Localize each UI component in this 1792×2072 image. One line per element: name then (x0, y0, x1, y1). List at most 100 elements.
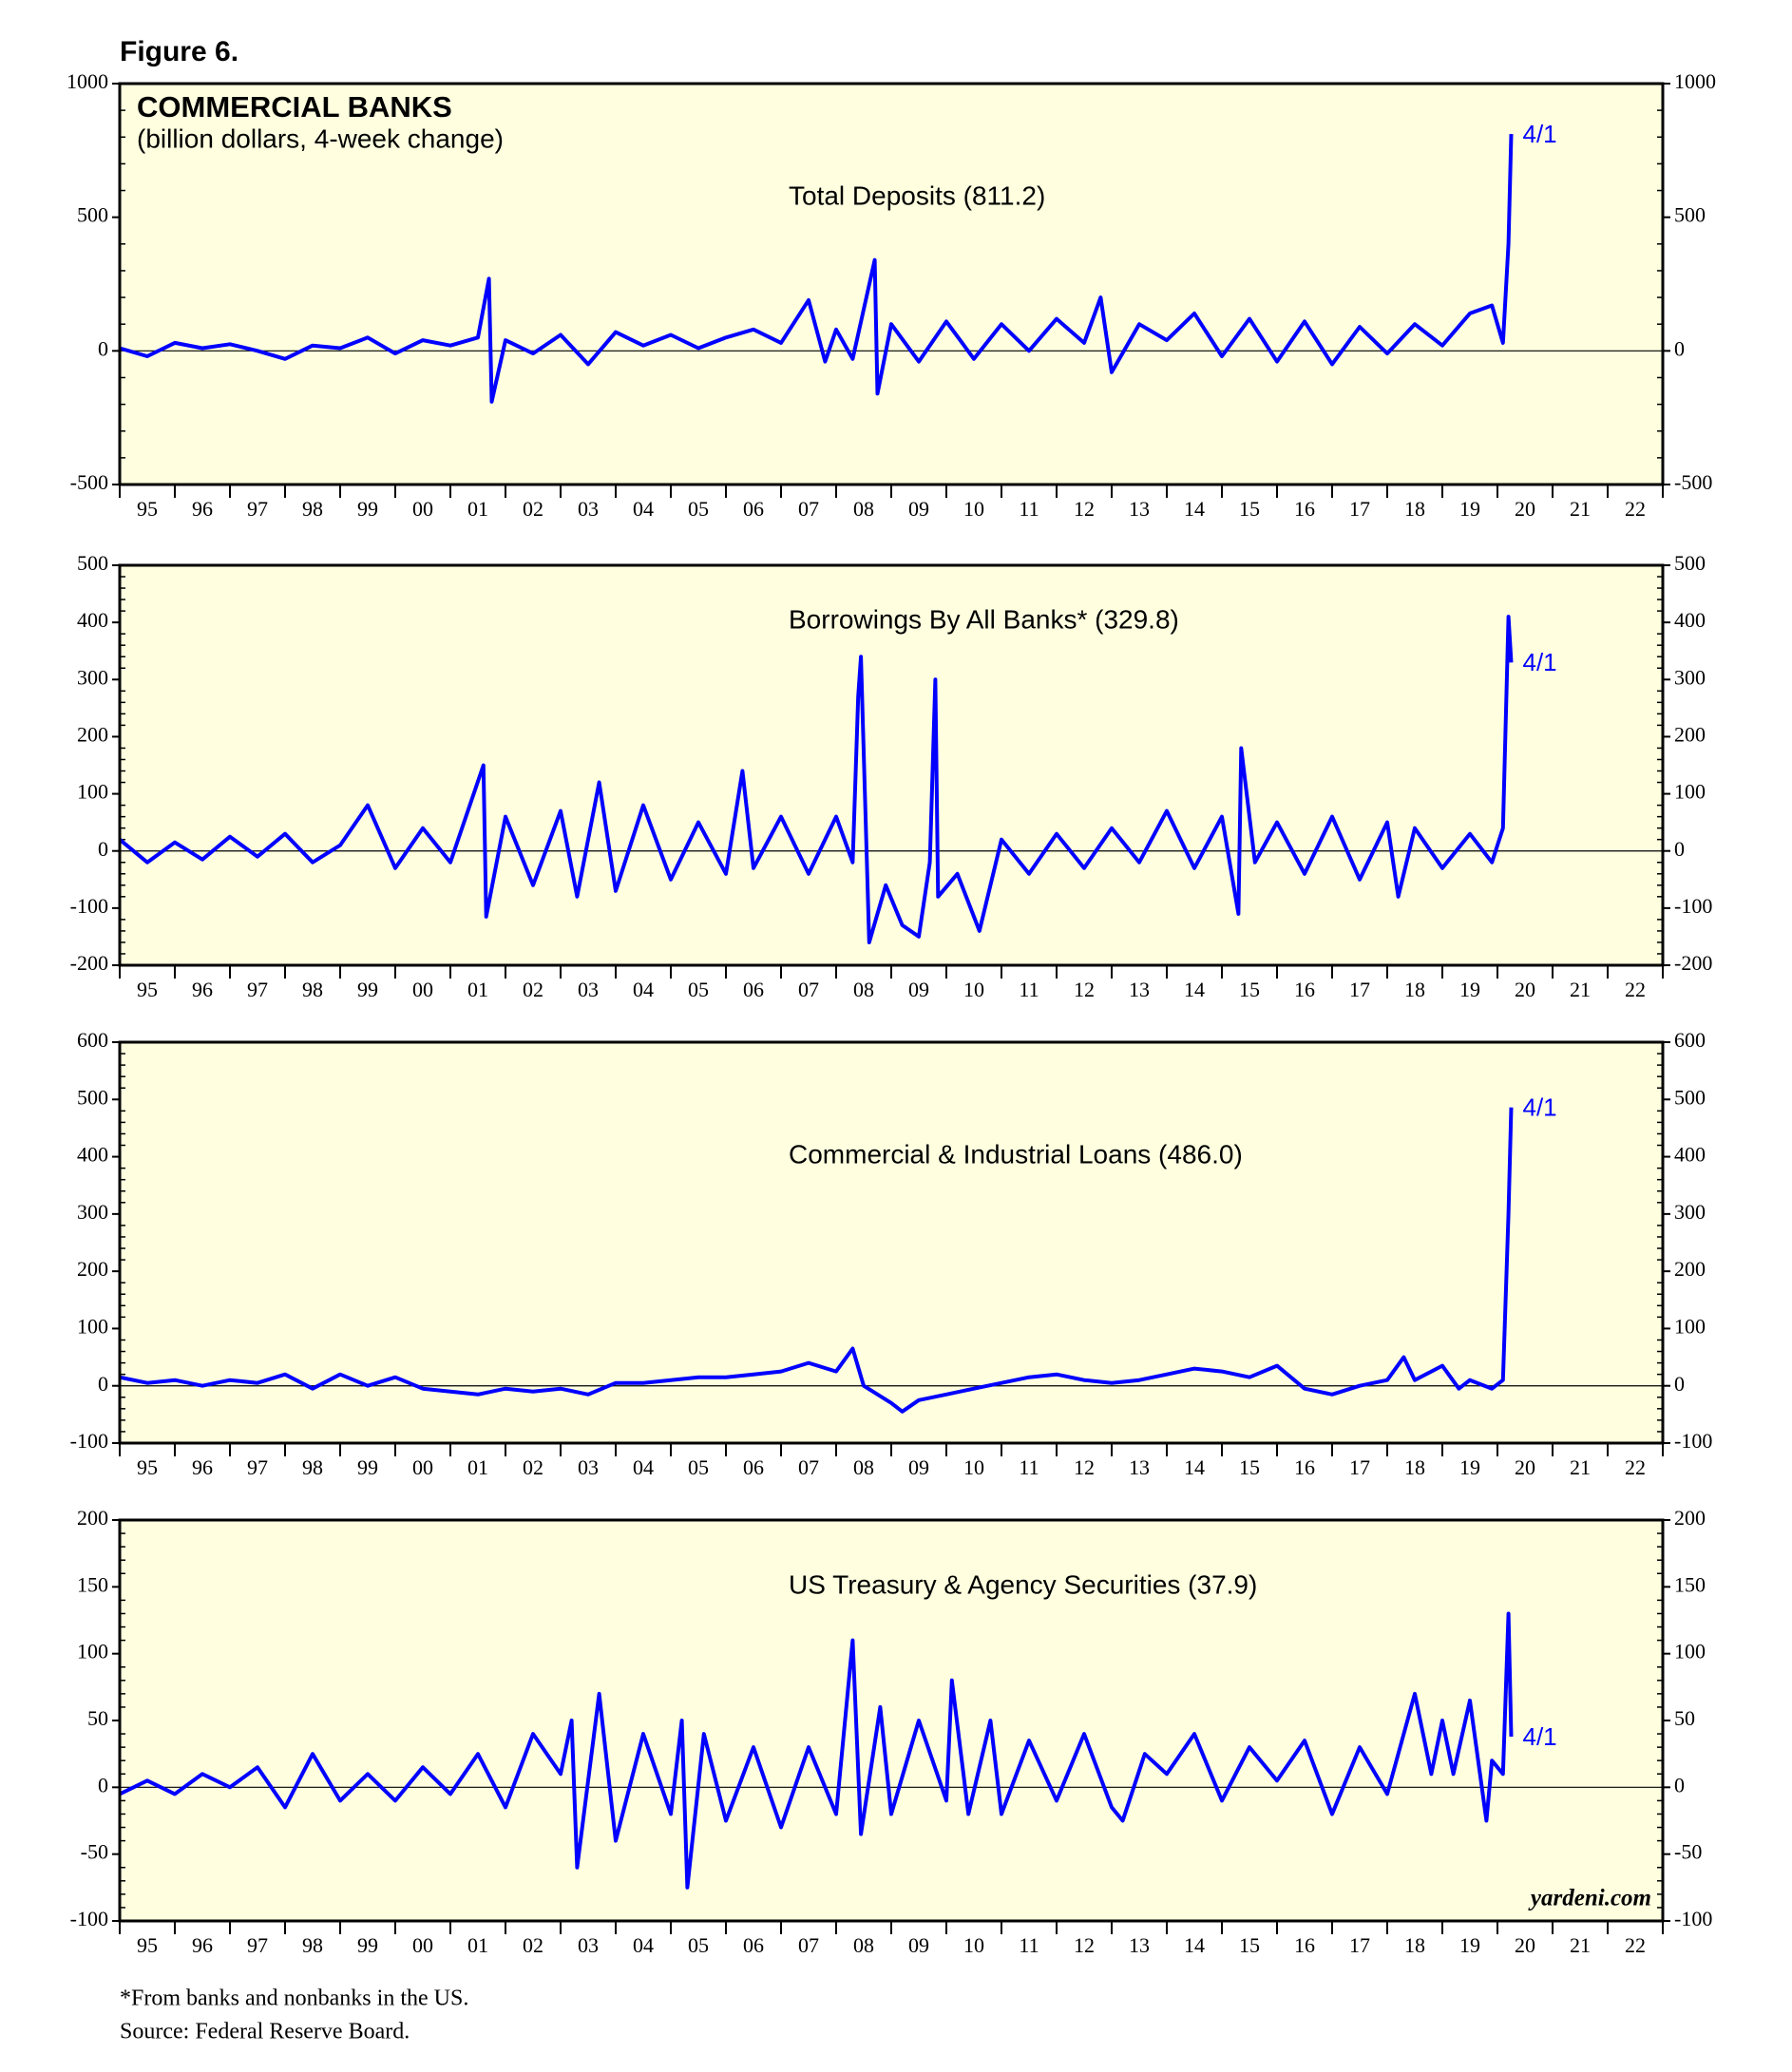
x-tick-label: 22 (1625, 1455, 1646, 1479)
y-tick-label: 100 (77, 1640, 108, 1663)
x-tick-label: 20 (1515, 1933, 1535, 1957)
x-tick-label: 20 (1515, 497, 1535, 521)
x-tick-label: 03 (578, 497, 599, 521)
x-tick-label: 14 (1184, 1933, 1205, 1957)
plot-frame (118, 82, 1665, 486)
x-tick-label: 21 (1570, 978, 1591, 1001)
x-tick-label: 21 (1570, 1933, 1591, 1957)
y-tick-label: 300 (77, 665, 108, 689)
x-tick-label: 01 (467, 1455, 488, 1479)
x-tick-label: 09 (908, 497, 929, 521)
y-tick-label: 0 (98, 1372, 108, 1396)
x-tick-label: 98 (302, 497, 323, 521)
data-line (119, 1107, 1514, 1414)
y-tick-label: 100 (77, 1314, 108, 1338)
y-tick-label: 300 (77, 1200, 108, 1224)
y-tick-label-right: -100 (1674, 894, 1712, 918)
y-tick-label-right: 500 (1674, 1085, 1706, 1109)
x-tick-label: 97 (247, 978, 268, 1001)
watermark: yardeni.com (1528, 1886, 1651, 1911)
x-tick-label: 04 (633, 1933, 654, 1957)
x-tick-label: 07 (798, 1933, 819, 1957)
y-tick-label-right: 150 (1674, 1572, 1706, 1596)
x-tick-label: 21 (1570, 1455, 1591, 1479)
x-tick-label: 10 (963, 978, 984, 1001)
x-tick-label: 11 (1019, 978, 1039, 1001)
x-tick-label: 16 (1294, 1455, 1315, 1479)
figure-label: Figure 6. (120, 36, 238, 67)
x-tick-label: 07 (798, 978, 819, 1001)
x-tick-label: 14 (1184, 1455, 1205, 1479)
y-tick-label: -50 (81, 1840, 108, 1864)
x-tick-label: 95 (137, 497, 158, 521)
y-tick-label: -100 (70, 1429, 108, 1453)
y-tick-label: 500 (77, 551, 108, 575)
x-tick-label: 03 (578, 978, 599, 1001)
x-tick-label: 95 (137, 1455, 158, 1479)
x-tick-label: 02 (523, 978, 543, 1001)
series-label: Total Deposits (811.2) (789, 181, 1045, 211)
x-tick-label: 16 (1294, 1933, 1315, 1957)
x-tick-label: 97 (247, 497, 268, 521)
x-tick-label: 99 (357, 1933, 378, 1957)
x-tick-label: 19 (1459, 1933, 1480, 1957)
x-tick-label: 19 (1459, 497, 1480, 521)
y-tick-label: 100 (77, 780, 108, 804)
x-tick-label: 03 (578, 1455, 599, 1479)
x-tick-label: 21 (1570, 497, 1591, 521)
y-tick-label-right: 0 (1674, 1773, 1685, 1796)
data-line (118, 615, 1514, 944)
x-tick-label: 02 (523, 497, 543, 521)
x-tick-label: 02 (523, 1933, 543, 1957)
x-tick-label: 96 (192, 978, 213, 1001)
x-tick-label: 98 (302, 1933, 323, 1957)
x-tick-label: 10 (963, 1933, 984, 1957)
x-tick-label: 08 (853, 497, 874, 521)
y-tick-label-right: 400 (1674, 1143, 1706, 1167)
x-tick-label: 17 (1349, 1455, 1370, 1479)
y-tick-label-right: 100 (1674, 780, 1706, 804)
x-tick-label: 03 (578, 1933, 599, 1957)
y-tick-label-right: 0 (1674, 336, 1685, 360)
x-tick-label: 13 (1129, 978, 1150, 1001)
plot-frame (118, 1518, 1665, 1923)
y-tick-label: -200 (70, 951, 108, 975)
x-tick-label: 06 (743, 1933, 764, 1957)
x-tick-label: 00 (412, 1455, 433, 1479)
x-tick-label: 22 (1625, 1933, 1646, 1957)
y-tick-label-right: 500 (1674, 203, 1706, 227)
x-tick-label: 95 (137, 1933, 158, 1957)
x-tick-label: 04 (633, 497, 654, 521)
x-tick-label: 22 (1625, 497, 1646, 521)
x-tick-label: 20 (1515, 978, 1535, 1001)
x-tick-label: 17 (1349, 1933, 1370, 1957)
series-label: Commercial & Industrial Loans (486.0) (789, 1140, 1243, 1169)
x-tick-label: 11 (1019, 497, 1039, 521)
x-tick-label: 96 (192, 497, 213, 521)
x-tick-label: 01 (467, 1933, 488, 1957)
x-tick-label: 97 (247, 1933, 268, 1957)
x-tick-label: 06 (743, 978, 764, 1001)
plot-frame (118, 1040, 1665, 1445)
x-tick-label: 00 (412, 1933, 433, 1957)
x-tick-label: 10 (963, 1455, 984, 1479)
x-tick-label: 13 (1129, 1455, 1150, 1479)
data-line (119, 134, 1514, 404)
x-tick-label: 15 (1239, 1933, 1260, 1957)
x-tick-label: 06 (743, 1455, 764, 1479)
y-tick-label-right: 500 (1674, 551, 1706, 575)
y-tick-label-right: 300 (1674, 665, 1706, 689)
y-tick-label: 400 (77, 1143, 108, 1167)
end-label: 4/1 (1523, 1722, 1557, 1751)
x-tick-label: 01 (467, 978, 488, 1001)
x-tick-label: 18 (1404, 978, 1425, 1001)
x-tick-label: 15 (1239, 978, 1260, 1001)
x-tick-label: 07 (798, 497, 819, 521)
x-tick-label: 96 (192, 1455, 213, 1479)
x-tick-label: 00 (412, 497, 433, 521)
series-label: Borrowings By All Banks* (329.8) (789, 604, 1179, 634)
x-tick-label: 08 (853, 978, 874, 1001)
